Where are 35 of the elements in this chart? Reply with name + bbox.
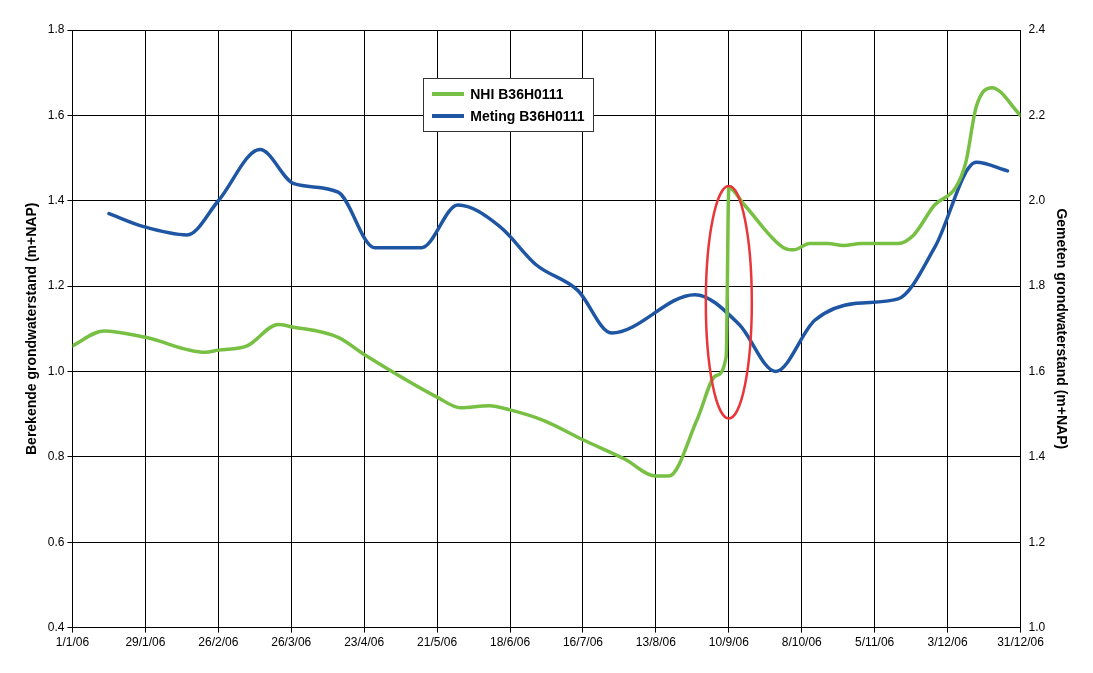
x-tick-label: 23/4/06 bbox=[344, 635, 385, 650]
x-tick-label: 29/1/06 bbox=[125, 635, 166, 650]
x-tick-label: 18/6/06 bbox=[490, 635, 531, 650]
x-tick-label: 3/12/06 bbox=[927, 635, 968, 650]
x-tick-label: 31/12/06 bbox=[997, 635, 1045, 650]
y2-tick-label: 2.4 bbox=[1028, 22, 1046, 37]
y-tick-label: 0.4 bbox=[47, 619, 65, 634]
x-tick-label: 16/7/06 bbox=[562, 635, 604, 650]
y2-axis-title: Gemeten grondwaterstand (m+NAP) bbox=[1053, 208, 1070, 450]
y-tick-label: 1.8 bbox=[47, 22, 65, 37]
y-tick-label: 1.6 bbox=[47, 107, 65, 122]
x-tick-label: 1/1/06 bbox=[55, 635, 90, 650]
line-series bbox=[107, 147, 1010, 374]
x-tick-label: 8/10/06 bbox=[781, 635, 823, 650]
y2-tick-label: 1.0 bbox=[1028, 619, 1046, 634]
x-tick-label: 26/3/06 bbox=[271, 635, 312, 650]
y2-tick-label: 2.0 bbox=[1028, 193, 1046, 208]
y2-tick-label: 1.6 bbox=[1028, 363, 1046, 378]
y-tick-label: 1.0 bbox=[47, 363, 65, 378]
x-tick-label: 13/8/06 bbox=[635, 635, 677, 650]
x-tick-label: 21/5/06 bbox=[417, 635, 458, 650]
x-tick-label: 10/9/06 bbox=[708, 635, 750, 650]
x-tick-label: 26/2/06 bbox=[198, 635, 239, 650]
y-tick-label: 1.4 bbox=[47, 193, 65, 208]
y-tick-label: 1.2 bbox=[47, 278, 65, 293]
y2-tick-label: 1.2 bbox=[1028, 534, 1046, 549]
y2-tick-label: 1.8 bbox=[1028, 278, 1046, 293]
y-tick-label: 0.6 bbox=[47, 534, 65, 549]
y2-tick-label: 1.4 bbox=[1028, 449, 1046, 464]
y-axis-title: Berekende grondwaterstand (m+NAP) bbox=[23, 202, 40, 456]
x-tick-label: 5/11/06 bbox=[855, 635, 895, 650]
legend-label: NHI B36H0111 bbox=[470, 86, 564, 102]
y-tick-label: 0.8 bbox=[47, 449, 65, 464]
legend-label: Meting B36H0111 bbox=[470, 108, 585, 124]
y2-tick-label: 2.2 bbox=[1028, 107, 1046, 122]
